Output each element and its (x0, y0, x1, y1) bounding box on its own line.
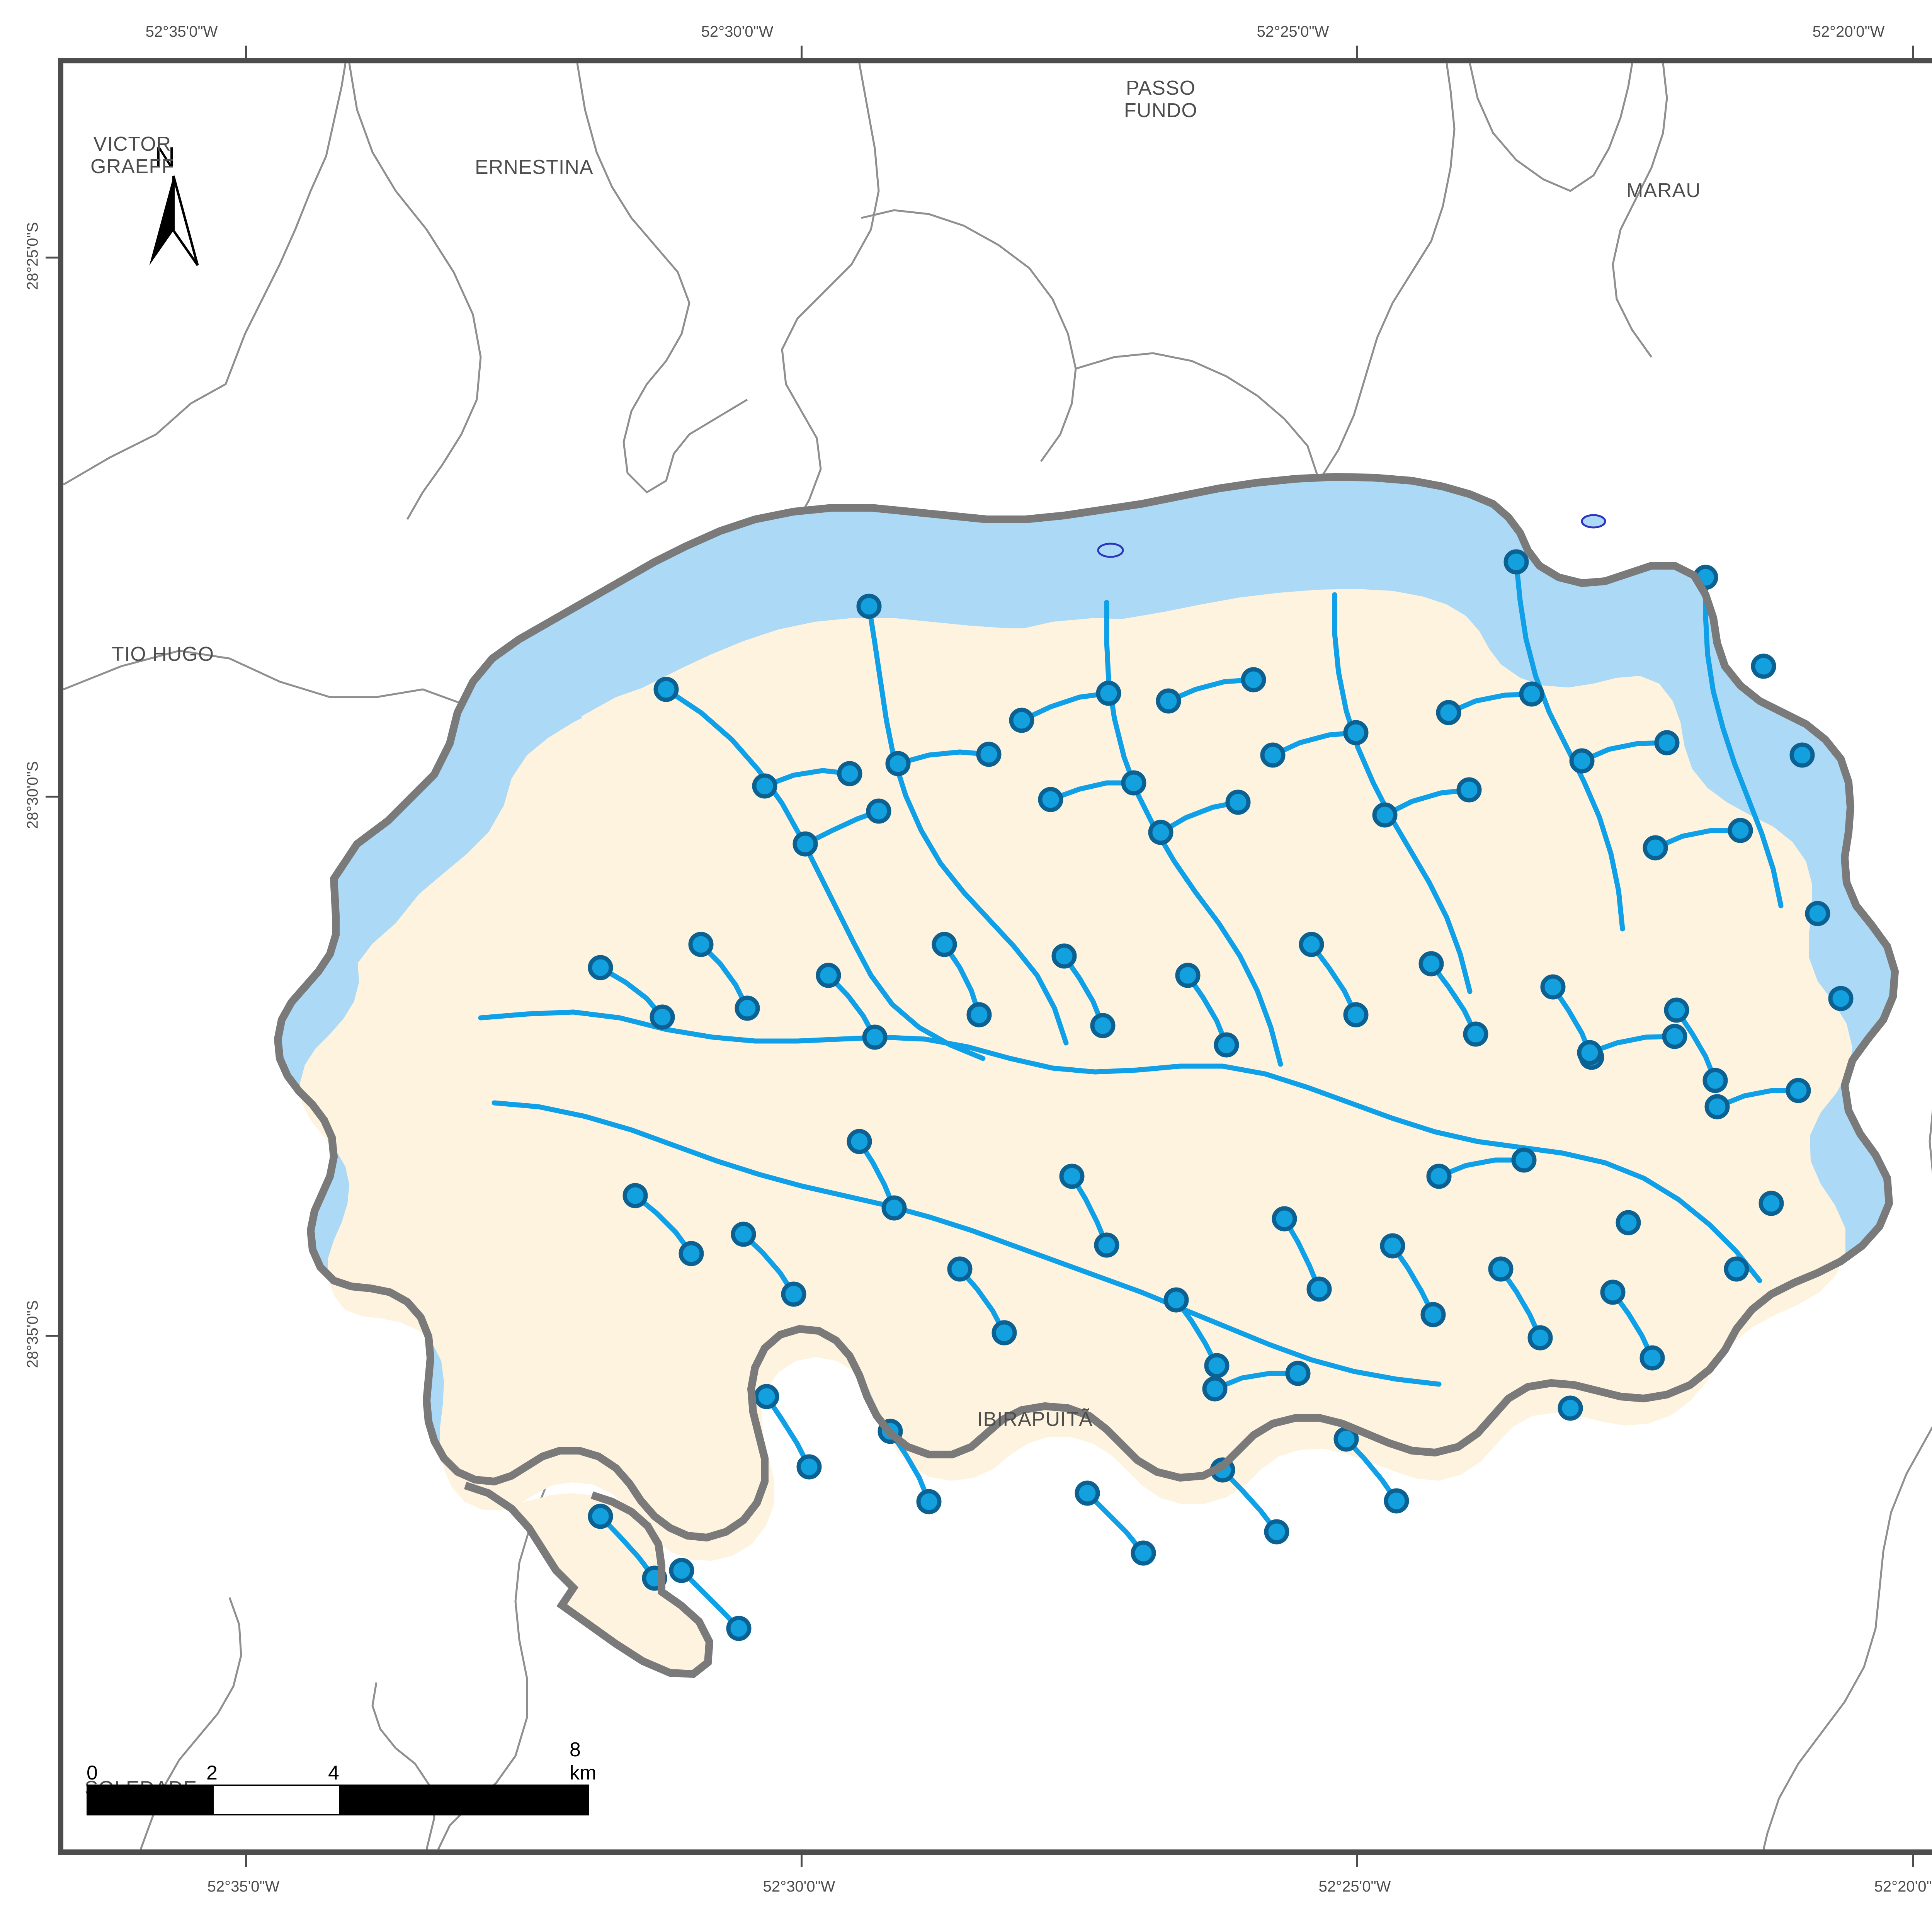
municipal-boundary-tail (464, 1482, 714, 1678)
scale-label-8km: 8 km (570, 1739, 597, 1784)
lon-tick-3b (1356, 1849, 1358, 1867)
scale-bar-segment-white (214, 1786, 339, 1814)
municipal-boundary (274, 473, 1899, 1542)
scale-label-4: 4 (328, 1762, 339, 1784)
lon-label-3b: 52°25'0"W (1318, 1878, 1391, 1895)
lat-label-2: 28°30'0"S (24, 761, 41, 829)
nascentes-layer (588, 549, 1854, 1641)
lon-label-1b: 52°35'0"W (207, 1878, 280, 1895)
lon-label-4b: 52°20'0"W (1874, 1878, 1932, 1895)
lon-tick-1b (245, 1849, 247, 1867)
lon-tick-1 (245, 46, 247, 63)
lon-tick-2 (801, 46, 803, 63)
main-map-frame: N VICTOR GRAEFF PASSO FUNDO ERNESTINA MA… (46, 46, 1932, 1867)
lon-tick-4 (1912, 46, 1914, 63)
lon-label-1: 52°35'0"W (145, 23, 218, 40)
lat-tick-1 (46, 257, 63, 259)
lon-tick-4b (1912, 1849, 1914, 1867)
north-arrow: N (135, 142, 212, 272)
lon-label-2: 52°30'0"W (701, 23, 774, 40)
municipality-land (300, 589, 1852, 1674)
lat-tick-3 (46, 1335, 63, 1337)
lon-label-4: 52°20'0"W (1812, 23, 1885, 40)
north-arrow-glyph (149, 175, 199, 266)
lat-tick-2 (46, 796, 63, 798)
lat-label-3: 28°35'0"S (24, 1300, 41, 1368)
scale-label-0: 0 (87, 1762, 98, 1784)
scale-bar-graphic (87, 1785, 589, 1815)
lon-label-3: 52°25'0"W (1257, 23, 1329, 40)
lon-tick-3 (1356, 46, 1358, 63)
lon-tick-2b (801, 1849, 803, 1867)
lon-label-2b: 52°30'0"W (763, 1878, 835, 1895)
map-canvas (63, 63, 1932, 1849)
scale-label-2: 2 (206, 1762, 218, 1784)
scale-bar: 0 2 4 8 km (87, 1739, 600, 1828)
lat-label-1: 28°25'0"S (24, 222, 41, 290)
north-letter: N (155, 142, 175, 173)
rivers-layer (478, 559, 1801, 1631)
